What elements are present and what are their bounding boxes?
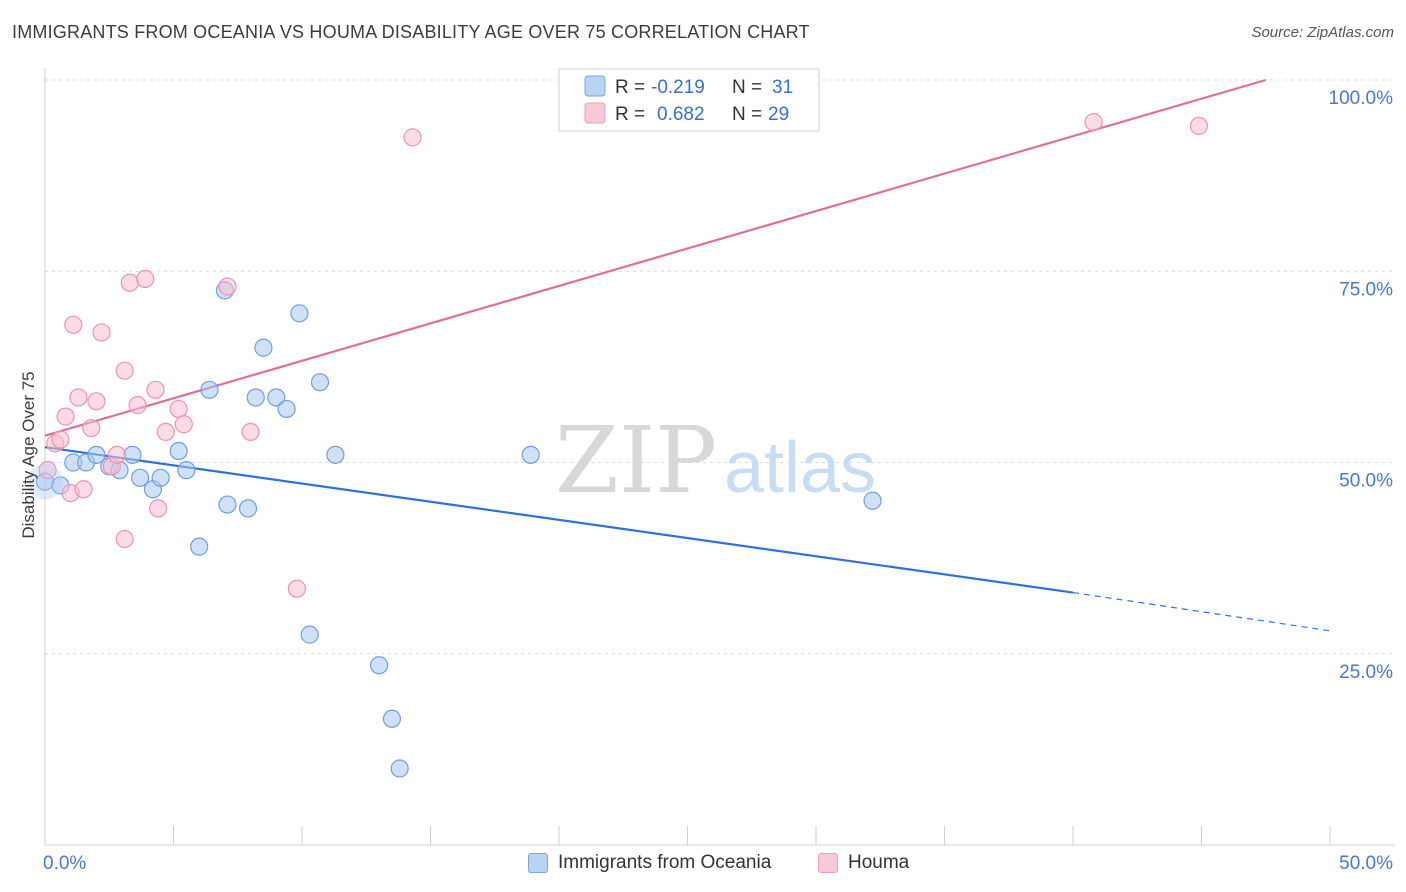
point-houma: [287, 579, 306, 598]
axes: [44, 68, 1395, 846]
legend-n-value-2: 29: [768, 104, 789, 125]
y-tick-label: 50.0%: [1339, 471, 1393, 492]
tick-labels: 100.0% 75.0% 50.0% 25.0% 0.0% 50.0%: [43, 88, 1393, 874]
legend-n-value-1: 31: [772, 77, 793, 98]
point-oceania: [290, 304, 309, 323]
legend-label-oceania: Immigrants from Oceania: [558, 852, 772, 873]
point-oceania: [246, 388, 265, 407]
point-houma: [82, 418, 101, 438]
point-houma: [56, 407, 75, 426]
point-houma: [136, 269, 155, 288]
point-oceania: [177, 461, 196, 480]
point-oceania: [370, 656, 389, 675]
point-houma: [156, 422, 175, 441]
legend-item-oceania[interactable]: Immigrants from Oceania: [528, 852, 771, 874]
point-houma: [169, 399, 188, 419]
legend-r-label-2: R =: [615, 104, 645, 125]
point-oceania: [382, 709, 402, 728]
legend-r-label-1: R =: [615, 77, 645, 98]
point-houma: [218, 277, 237, 296]
legend-item-houma[interactable]: Houma: [818, 852, 909, 874]
point-houma: [128, 396, 147, 415]
point-oceania: [218, 495, 237, 514]
point-oceania: [87, 445, 106, 464]
point-oceania: [310, 373, 330, 392]
trend-line-oceania: [44, 446, 1074, 594]
point-houma: [74, 480, 93, 499]
point-houma: [403, 128, 422, 147]
legend-label-houma: Houma: [848, 852, 910, 873]
point-houma: [69, 388, 88, 407]
watermark-atlas: atlas: [724, 428, 876, 508]
y-tick-label: 75.0%: [1339, 279, 1393, 300]
point-houma: [120, 273, 139, 292]
legend-n-label-1: N =: [732, 77, 762, 98]
legend-swatch-pink: [818, 853, 838, 873]
x-tick-label: 50.0%: [1339, 853, 1393, 874]
y-axis-title: Disability Age Over 75: [19, 371, 38, 538]
point-oceania-cluster: [27, 463, 63, 500]
legend-swatch-houma: [584, 102, 606, 124]
point-oceania: [300, 625, 319, 644]
point-houma: [1084, 112, 1103, 132]
point-houma: [115, 361, 134, 380]
stats-legend: R = -0.219 N = 31 R = 0.682 N = 29: [558, 68, 820, 132]
legend-swatch-blue: [528, 853, 548, 873]
point-oceania: [130, 468, 150, 487]
chart-title: IMMIGRANTS FROM OCEANIA VS HOUMA DISABIL…: [12, 22, 810, 42]
watermark-zip: ZIP: [555, 407, 717, 514]
point-houma: [38, 461, 57, 480]
point-oceania: [238, 499, 258, 518]
data-points: [27, 112, 1209, 778]
grid-lines: [45, 79, 1395, 655]
point-oceania: [169, 441, 188, 461]
point-oceania: [254, 338, 273, 357]
point-houma: [146, 380, 165, 399]
point-houma: [1189, 116, 1209, 136]
point-oceania: [390, 759, 409, 778]
point-houma: [174, 415, 193, 434]
point-oceania: [123, 445, 142, 464]
legend-swatch-oceania: [584, 75, 606, 97]
point-oceania: [863, 491, 882, 510]
point-oceania: [267, 388, 286, 407]
point-houma: [107, 445, 127, 464]
point-oceania: [326, 445, 345, 464]
legend-r-value-2: 0.682: [657, 104, 705, 125]
point-houma: [51, 430, 70, 449]
point-houma: [64, 315, 83, 334]
point-houma: [148, 499, 168, 518]
trend-line-houma: [44, 78, 1267, 437]
x-tick-label: 0.0%: [43, 853, 86, 874]
legend-n-label-2: N =: [732, 104, 762, 125]
source-label: Source: ZipAtlas.com: [1251, 24, 1394, 41]
trend-extension-oceania: [1072, 591, 1331, 632]
point-oceania: [151, 468, 170, 487]
point-oceania: [277, 399, 296, 419]
trend-lines: [44, 78, 1331, 632]
point-oceania: [521, 445, 540, 464]
series-legend: Immigrants from Oceania Houma: [0, 852, 1406, 880]
point-houma: [241, 422, 260, 441]
point-houma: [92, 323, 111, 342]
point-oceania: [200, 380, 219, 399]
y-tick-label: 100.0%: [1329, 88, 1394, 109]
point-oceania: [190, 537, 209, 556]
point-houma: [115, 529, 134, 549]
point-houma: [87, 392, 106, 411]
legend-r-value-1: -0.219: [651, 77, 705, 98]
y-tick-label: 25.0%: [1339, 662, 1393, 683]
